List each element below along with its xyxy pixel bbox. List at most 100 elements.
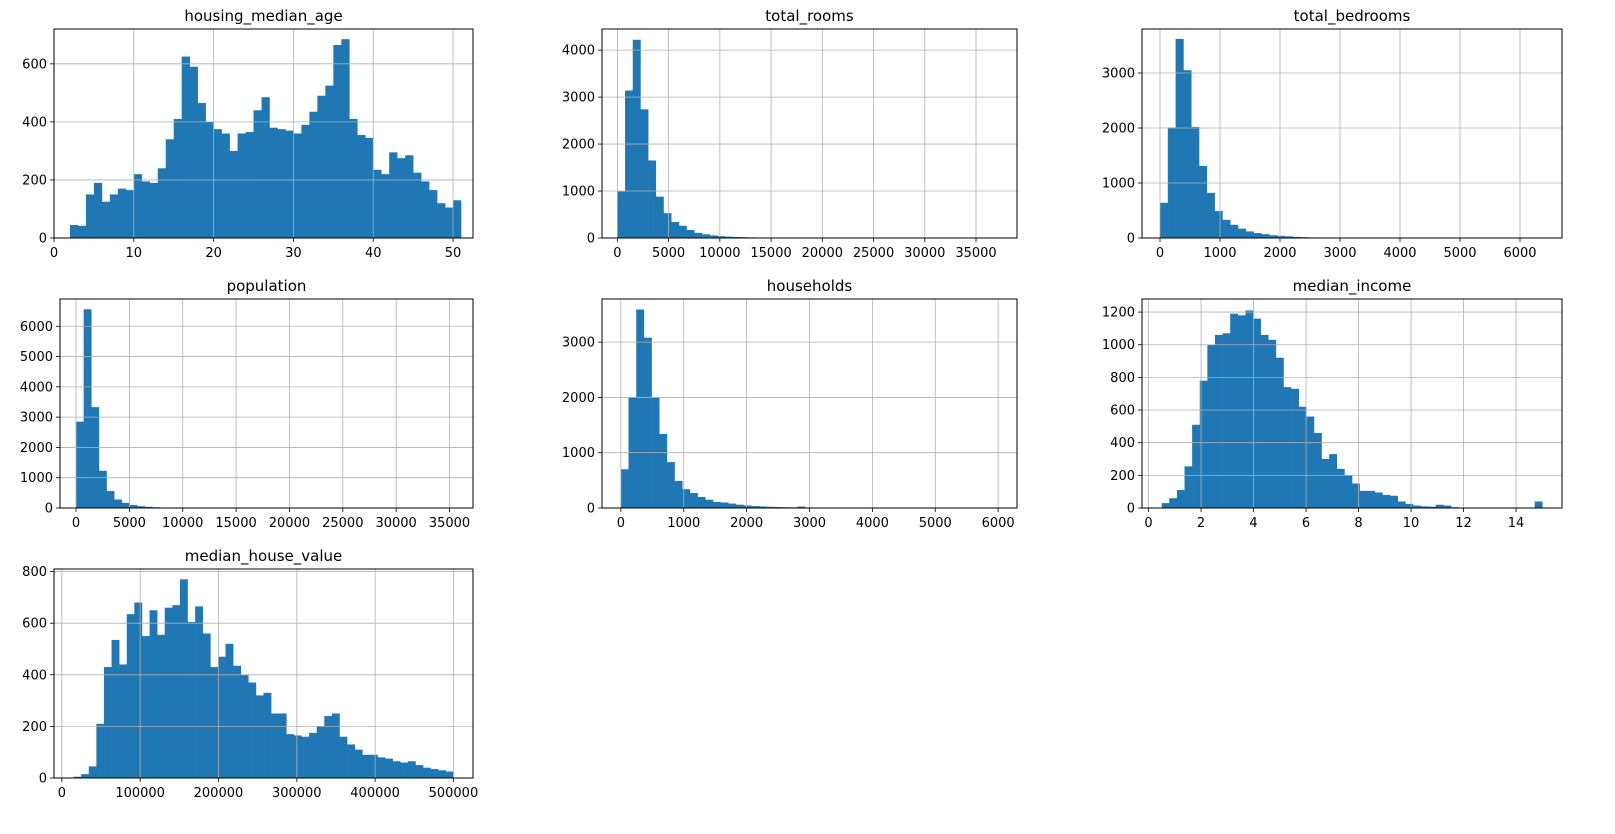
households-bar: [689, 493, 698, 508]
total-bedrooms-bar: [1214, 211, 1223, 238]
median-house-value-bars: [73, 579, 454, 778]
median-house-value-bar: [377, 757, 386, 778]
housing-median-age-bar: [173, 118, 182, 238]
housing-median-age-bar: [93, 182, 103, 238]
housing-median-age-bar: [341, 39, 350, 238]
households-bar: [735, 504, 744, 508]
total-bedrooms-x-tick-label: 1000: [1203, 246, 1236, 261]
housing-median-age-bar: [69, 224, 79, 238]
median-income-bar: [1352, 483, 1360, 508]
total-bedrooms-y-tick-label: 1000: [1102, 177, 1135, 192]
total-bedrooms-bar: [1183, 70, 1192, 238]
median-income-x-tick-label: 12: [1455, 516, 1472, 531]
median-income-x-tick-label: 0: [1144, 516, 1152, 531]
housing-median-age-bar: [445, 207, 454, 238]
housing-median-age-bar: [157, 168, 167, 238]
median-income-bar: [1382, 494, 1391, 508]
housing-median-age-bar: [293, 133, 302, 238]
total-rooms-x-tick-label: 25000: [853, 246, 894, 261]
subplot-housing-median-age: 0 10 20 30 40 50 0 200 400 600 housing_median_age: [22, 7, 474, 261]
total-bedrooms-x-tick-label: 0: [1156, 246, 1164, 261]
total-bedrooms-x-tick-label: 6000: [1503, 246, 1536, 261]
subplot-median-house-value: 0 100000 200000 300000 400000 500000 0 200 400 60…: [22, 547, 478, 801]
median-house-value-bar: [369, 754, 378, 778]
total-bedrooms-bar: [1277, 235, 1286, 238]
median-income-bars: [1161, 310, 1543, 508]
subplot-total-bedrooms: 0 1000 2000 3000 4000 5000 6000 0 1000 2000 3000 to…: [1102, 7, 1563, 261]
median-house-value-bar: [316, 726, 325, 778]
housing-median-age-bar: [141, 181, 151, 238]
population-bar: [114, 499, 123, 508]
housing-median-age-bar: [413, 172, 422, 238]
housing-median-age-bar: [165, 139, 175, 238]
median-income-bar: [1344, 475, 1353, 508]
housing-median-age-bar: [181, 56, 190, 238]
median-income-bar: [1230, 313, 1239, 508]
total-bedrooms-bar: [1206, 192, 1215, 238]
housing-median-age-bar: [85, 194, 95, 238]
population-y-tick-label: 6000: [20, 320, 53, 335]
median-house-value-bar: [73, 776, 82, 778]
total-bedrooms-bar: [1199, 165, 1208, 238]
total-rooms-x-tick-label: 35000: [955, 246, 996, 261]
median-house-value-bar: [362, 754, 371, 778]
households-bar: [666, 462, 675, 508]
total-bedrooms-x-tick-label: 4000: [1383, 246, 1416, 261]
housing-median-age-bar: [381, 174, 390, 238]
population-grid: [60, 299, 473, 509]
total-rooms-bar: [686, 230, 695, 238]
median-income-bar: [1405, 503, 1414, 508]
median-income-bar: [1260, 334, 1269, 508]
median-house-value-bar: [445, 771, 454, 778]
population-x-tick-label: 30000: [375, 516, 416, 531]
median-house-value-bar: [286, 734, 295, 778]
housing-median-age-bar: [397, 158, 406, 238]
population-bar: [121, 502, 130, 508]
total-bedrooms-bar: [1292, 236, 1301, 238]
housing-median-age-y-tick-label: 400: [22, 115, 47, 130]
median-house-value-bar: [172, 605, 181, 778]
median-house-value-bar: [119, 664, 128, 778]
housing-median-age-bar: [373, 169, 382, 238]
median-income-bar: [1321, 459, 1330, 508]
median-income-bar: [1169, 498, 1178, 508]
households-bar: [643, 337, 652, 508]
housing-median-age-bar: [125, 190, 135, 238]
housing-median-age-bar: [325, 85, 334, 238]
median-income-bar: [1291, 388, 1300, 508]
housing-median-age-x-tick-label: 10: [126, 246, 143, 261]
households-y-tick-label: 1000: [562, 446, 595, 461]
median-house-value-bar: [233, 665, 242, 778]
population-axes-frame: [59, 298, 474, 509]
households-bar: [720, 502, 729, 508]
total-bedrooms-bar: [1191, 126, 1200, 238]
median-income-x-tick-label: 8: [1354, 516, 1362, 531]
households-bar: [766, 506, 775, 508]
housing-median-age-bar: [317, 95, 326, 238]
median-house-value-y-tick-label: 800: [22, 565, 47, 580]
median-income-bar: [1283, 387, 1292, 508]
total-rooms-x-tick-label: 10000: [699, 246, 740, 261]
population-x-tick-label: 15000: [215, 516, 256, 531]
total-bedrooms-y-tick-label: 0: [1127, 232, 1135, 247]
housing-median-age-x-tick-label: 50: [445, 246, 462, 261]
median-house-value-bar: [331, 713, 340, 778]
median-house-value-bar: [438, 770, 447, 778]
housing-median-age-y-tick-label: 200: [22, 173, 47, 188]
population-y-tick-label: 4000: [20, 380, 53, 395]
median-house-value-axes-frame: [53, 568, 474, 779]
total-rooms-bar: [625, 90, 634, 238]
total-rooms-bar: [732, 236, 741, 238]
median-income-bar: [1443, 505, 1452, 508]
median-house-value-bar: [301, 736, 310, 778]
population-y-tick-label: 3000: [20, 411, 53, 426]
households-bar: [705, 499, 714, 508]
total-bedrooms-bar: [1261, 234, 1270, 238]
population-x-tick-label: 0: [72, 516, 80, 531]
total-bedrooms-bar: [1245, 231, 1254, 238]
total-bedrooms-bar: [1175, 38, 1184, 239]
median-house-value-bar: [324, 716, 333, 778]
median-income-bar: [1313, 432, 1322, 508]
total-rooms-y-tick-label: 0: [587, 232, 595, 247]
median-income-x-tick-label: 2: [1197, 516, 1205, 531]
